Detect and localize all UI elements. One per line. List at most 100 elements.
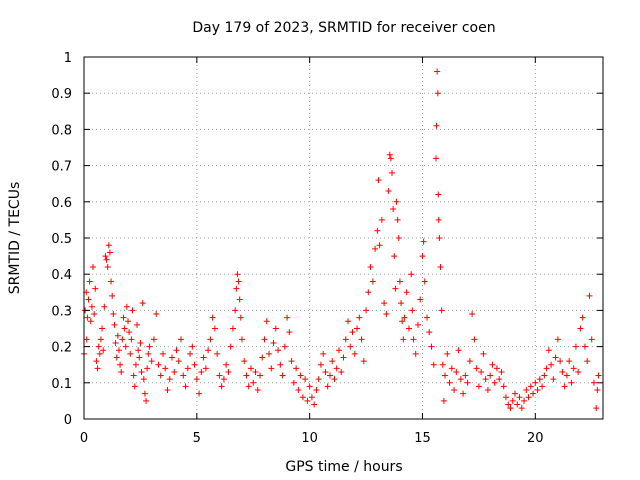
data-point [275,347,282,354]
x-tick-labels: 0 5 10 15 20 [80,431,544,446]
data-point [146,343,153,350]
data-point [511,390,518,397]
data-point [351,350,358,357]
data-point [91,311,98,318]
data-point [534,387,541,394]
y-tick-label: 0.7 [51,160,72,175]
data-point [365,289,372,296]
data-point [419,253,426,260]
data-point [299,394,306,401]
data-point [423,314,430,321]
data-point [88,303,95,310]
x-tick-label: 0 [80,431,88,446]
data-point [398,300,405,307]
data-point [376,242,383,249]
data-point [433,155,440,162]
data-point [381,300,388,307]
grid-lines [84,57,603,419]
data-point [150,336,157,343]
data-point [408,271,415,278]
data-point [250,379,257,386]
data-point [148,358,155,365]
data-point [189,343,196,350]
data-point [322,368,329,375]
data-point [480,350,487,357]
data-point [568,379,575,386]
data-point [543,365,550,372]
data-point [502,394,509,401]
x-axis-title: GPS time / hours [285,459,402,475]
data-point [342,336,349,343]
data-point [279,372,286,379]
data-point [469,311,476,318]
data-point [223,361,230,368]
data-point [132,361,139,368]
data-point [297,372,304,379]
data-point [144,365,151,372]
data-point [395,235,402,241]
data-point [590,379,597,386]
data-point [90,263,97,270]
data-point [97,336,104,343]
data-point [329,358,336,365]
data-point [430,361,437,368]
y-tick-label: 0.3 [51,304,72,319]
data-point [570,365,577,372]
data-point [171,368,178,375]
data-point [115,347,122,354]
data-point [290,379,297,386]
data-point [550,376,557,383]
x-tick-label: 5 [193,431,201,446]
data-point [207,336,214,343]
data-point [363,307,370,314]
data-point [104,263,111,270]
data-point [552,354,559,361]
data-point [99,325,106,332]
data-point [263,318,270,325]
data-point [121,325,128,332]
data-point [235,278,242,285]
data-point [593,405,600,412]
data-point [436,235,443,241]
data-point [509,397,516,404]
data-point [471,336,478,343]
data-point [387,155,394,162]
data-point [110,311,117,318]
data-point [130,372,137,379]
data-point [101,303,108,310]
data-point [491,379,498,386]
data-point [86,278,93,285]
data-point [315,376,322,383]
data-point [317,361,324,368]
data-point [455,347,462,354]
data-point [482,376,489,383]
data-point [238,336,245,343]
data-point [164,387,171,394]
data-point [446,379,453,386]
data-point [374,227,381,234]
data-point [358,336,365,343]
data-point [521,397,528,404]
data-point [85,296,92,303]
data-point [433,122,440,129]
data-point [439,361,446,368]
data-point [595,372,602,379]
data-point [220,376,227,383]
data-point [396,278,403,285]
data-point [505,401,512,408]
data-point [95,343,102,350]
data-point [586,292,593,299]
data-point [536,376,543,383]
data-point [525,394,532,401]
data-point [94,365,101,372]
data-point [420,238,427,245]
data-point [400,336,407,343]
data-point [92,285,99,292]
axis-ticks [83,56,603,420]
data-point [532,379,539,386]
data-point [209,314,216,321]
data-point [442,372,449,379]
data-point [184,365,191,372]
data-point [434,68,441,75]
data-point [295,387,302,394]
